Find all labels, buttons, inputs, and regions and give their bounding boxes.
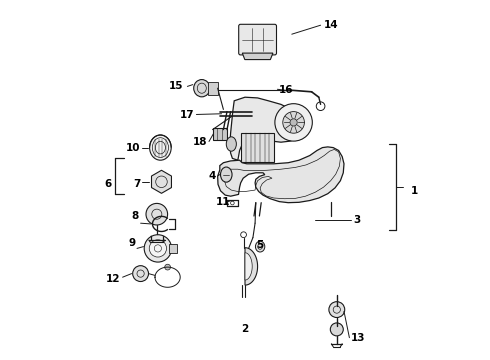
Text: 5: 5 (256, 240, 263, 250)
Circle shape (330, 323, 343, 336)
Text: 1: 1 (411, 186, 418, 196)
Circle shape (283, 112, 304, 133)
Bar (213, 128, 227, 140)
Ellipse shape (194, 80, 210, 97)
Polygon shape (245, 253, 252, 280)
Polygon shape (242, 53, 273, 60)
Text: 6: 6 (104, 179, 112, 189)
Polygon shape (245, 248, 258, 285)
Ellipse shape (149, 135, 171, 160)
Text: 8: 8 (131, 211, 139, 221)
Circle shape (149, 240, 167, 257)
FancyBboxPatch shape (239, 24, 276, 55)
Text: 9: 9 (128, 238, 135, 248)
Text: 7: 7 (133, 179, 141, 189)
Bar (242, 133, 274, 162)
Text: 3: 3 (353, 215, 360, 225)
Text: 13: 13 (351, 333, 366, 343)
Text: 17: 17 (180, 110, 195, 120)
Circle shape (290, 119, 297, 126)
Text: 2: 2 (242, 324, 248, 334)
Polygon shape (230, 97, 306, 160)
Ellipse shape (220, 167, 232, 182)
Text: 11: 11 (216, 197, 231, 207)
Bar (245, 112, 253, 119)
Text: 12: 12 (106, 274, 121, 284)
Text: 15: 15 (170, 81, 184, 91)
Circle shape (275, 104, 312, 141)
Text: 16: 16 (279, 85, 294, 95)
Bar (208, 82, 219, 95)
Text: 14: 14 (324, 20, 339, 30)
Ellipse shape (255, 241, 265, 252)
Ellipse shape (226, 137, 236, 151)
Text: 10: 10 (126, 143, 141, 153)
Polygon shape (151, 170, 172, 193)
Circle shape (146, 203, 168, 225)
Bar (169, 244, 176, 253)
Text: 4: 4 (209, 171, 216, 181)
Circle shape (133, 266, 148, 282)
Text: 18: 18 (193, 137, 207, 147)
Circle shape (144, 235, 172, 262)
Polygon shape (218, 147, 344, 203)
Circle shape (329, 302, 345, 318)
Circle shape (165, 264, 171, 270)
